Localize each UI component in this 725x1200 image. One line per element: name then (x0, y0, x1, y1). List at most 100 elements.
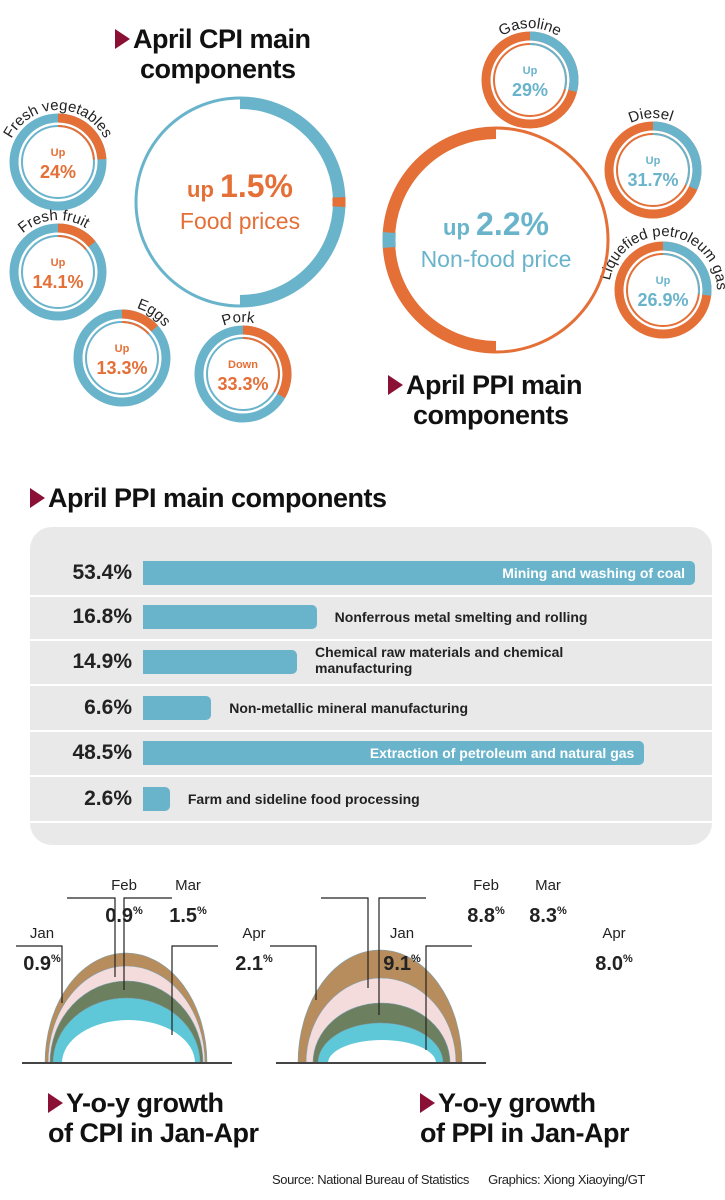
value-unit: % (411, 953, 421, 965)
cpi-title-line2: components (140, 54, 296, 84)
bar-row: 48.5% Extraction of petroleum and natura… (30, 731, 712, 777)
cpi-title: April CPI main components (115, 24, 311, 84)
value-unit: % (133, 905, 143, 917)
ring-value: 31.7% (627, 170, 678, 190)
cpi-food-ring: up 1.5% Food prices (134, 96, 346, 308)
value-number: 1.5 (169, 905, 197, 927)
value-unit: % (263, 953, 273, 965)
value-number: 8.0 (595, 953, 623, 975)
value-unit: % (623, 953, 633, 965)
month-label: Jan (390, 925, 414, 942)
ring-segment-arc (662, 241, 712, 296)
bar (143, 741, 645, 765)
value-number: 8.8 (467, 905, 495, 927)
ring-inner-segment (529, 43, 567, 90)
ring-direction: Up (115, 343, 130, 355)
ring-segment-arc (121, 309, 158, 332)
bar-category-label: Nonferrous metal smelting and rolling (334, 609, 588, 625)
arch-inner (328, 1040, 436, 1063)
ring-inner-segment (57, 235, 87, 250)
arch-inner (62, 1020, 195, 1063)
ring-value: 24% (40, 162, 76, 182)
ppi-bar-panel: 53.4% Mining and washing of coal 16.8% No… (30, 527, 712, 845)
ring-inner-segment (121, 321, 150, 335)
leader-line (425, 945, 472, 1050)
value-label: 0.9% (23, 953, 61, 975)
bar-value-label: 48.5% (72, 741, 132, 764)
ring-inner-segment (57, 125, 95, 160)
source-text: Source: National Bureau of Statistics (272, 1172, 469, 1187)
footer: Source: National Bureau of Statistics Gr… (272, 1172, 645, 1187)
graphics-credit: Graphics: Xiong Xiaoying/GT (488, 1172, 645, 1187)
ring-direction: Up (51, 257, 66, 269)
bar-row: 53.4% Mining and washing of coal (30, 551, 712, 597)
triangle-marker-icon (48, 1093, 63, 1113)
month-label: Mar (535, 877, 561, 894)
cpi-growth-title-line1: Y-o-y growth (66, 1088, 224, 1118)
growth-chart-cpi: Jan 0.9% Feb 0.9% Mar 1.5% Apr 2.1% (16, 877, 273, 1064)
bar-row: 16.8% Nonferrous metal smelting and roll… (30, 595, 712, 641)
bar-row: 14.9% Chemical raw materials and chemica… (30, 640, 712, 686)
month-label: Feb (111, 877, 137, 894)
value-label: 8.8% (467, 905, 505, 927)
ring-inner-segment (242, 337, 280, 393)
bar-row: 6.6% Non-metallic mineral manufacturing (30, 686, 712, 732)
bar-category-label: Extraction of petroleum and natural gas (369, 745, 635, 761)
ppi-growth-title: Y-o-y growth of PPI in Jan-Apr (420, 1088, 630, 1148)
bar-category-label: Non-metallic mineral manufacturing (229, 700, 469, 716)
ppi-bar-title: April PPI main components (30, 483, 387, 513)
big-ring-value: 2.2% (476, 206, 549, 242)
ring-value: 14.1% (32, 272, 83, 292)
ring-segment-arc (57, 113, 107, 160)
big-ring-value: 1.5% (220, 168, 293, 204)
month-label: Apr (242, 925, 265, 942)
ppi-bar-title-text: April PPI main components (48, 483, 387, 513)
bar (143, 561, 695, 585)
bar-category-label: Mining and washing of coal (502, 565, 685, 581)
value-number: 8.3 (529, 905, 557, 927)
value-number: 2.1 (235, 953, 263, 975)
ppi-ring-title: April PPI main components (388, 370, 583, 430)
bar-value-label: 14.9% (72, 650, 132, 673)
leader-line (270, 945, 317, 1000)
ring-segment-arc (57, 223, 96, 248)
value-label: 0.9% (105, 905, 143, 927)
value-number: 0.9 (105, 905, 133, 927)
big-ring-headline: up 1.5% (187, 168, 293, 204)
big-ring-prefix: up (443, 215, 476, 240)
month-label: Feb (473, 877, 499, 894)
month-label: Jan (30, 925, 54, 942)
big-ring-prefix: up (187, 177, 220, 202)
ring-value: 13.3% (96, 358, 147, 378)
value-unit: % (197, 905, 207, 917)
ring-segment-arc (242, 325, 292, 399)
triangle-marker-icon (115, 29, 130, 49)
ring-value: 29% (512, 80, 548, 100)
leader-line (67, 897, 116, 977)
value-label: 9.1% (383, 953, 421, 975)
leader-line (171, 945, 218, 1035)
value-unit: % (495, 905, 505, 917)
value-label: 2.1% (235, 953, 273, 975)
ring-segment-arc (652, 121, 702, 190)
ring-direction: Up (656, 275, 671, 287)
leader-line (378, 897, 426, 1015)
big-ring-headline: up 2.2% (443, 206, 549, 242)
ring-value: 33.3% (217, 374, 268, 394)
bar-row: 2.6% Farm and sideline food processing (30, 777, 712, 823)
ring-inner-segment (662, 253, 700, 295)
bar (143, 696, 212, 720)
ring-direction: Up (51, 147, 66, 159)
bar (143, 650, 298, 674)
leader-line (16, 945, 63, 1003)
big-ring-label: Non-food price (421, 246, 572, 272)
month-label: Mar (175, 877, 201, 894)
growth-chart-ppi: Jan 9.1% Feb 8.8% Mar 8.3% Apr 8.0% (270, 877, 633, 1064)
ring-direction: Up (523, 65, 538, 77)
bar-value-label: 2.6% (84, 787, 132, 810)
